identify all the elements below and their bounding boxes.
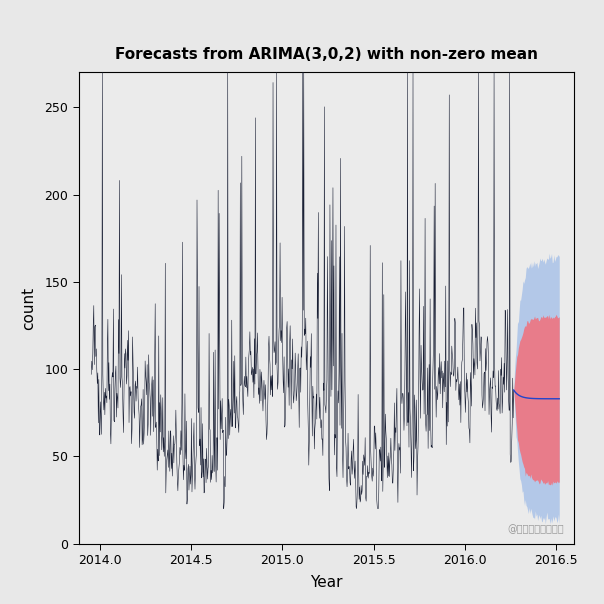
Y-axis label: count: count [21,286,36,330]
X-axis label: Year: Year [310,576,342,590]
Text: @稀土掘金技术社区: @稀土掘金技术社区 [507,524,564,534]
Title: Forecasts from ARIMA(3,0,2) with non-zero mean: Forecasts from ARIMA(3,0,2) with non-zer… [115,47,538,62]
